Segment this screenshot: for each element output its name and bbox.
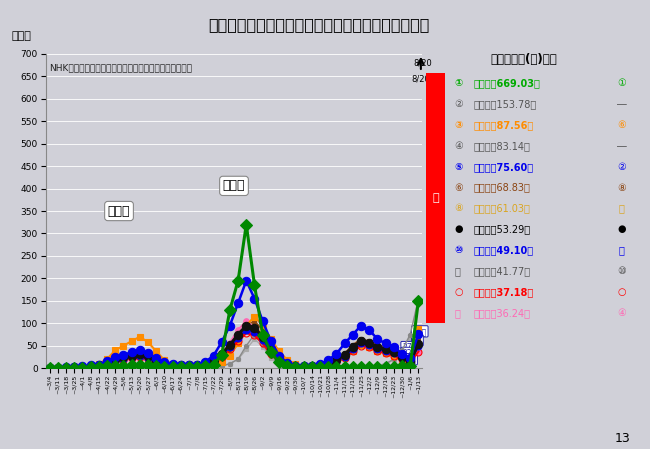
Text: 10位: 10位 xyxy=(413,327,427,336)
Text: 奈良市：37.18人: 奈良市：37.18人 xyxy=(474,287,534,297)
Text: ④: ④ xyxy=(454,141,463,151)
Text: ⑩: ⑩ xyxy=(618,266,626,276)
Text: 京都府：68.83人: 京都府：68.83人 xyxy=(474,183,530,193)
Text: （人）: （人） xyxy=(12,31,31,41)
Text: 8/20: 8/20 xyxy=(413,58,432,67)
Text: 27位: 27位 xyxy=(402,343,416,352)
Text: NHK「新型コロナウイルス特設サイト」から引用・集計: NHK「新型コロナウイルス特設サイト」から引用・集計 xyxy=(49,63,192,72)
Text: ③: ③ xyxy=(454,120,462,130)
Text: 山口県：83.14人: 山口県：83.14人 xyxy=(474,141,530,151)
Bar xyxy=(426,73,445,323)
Text: 29位: 29位 xyxy=(402,355,416,364)
Text: 奈良県：49.10人: 奈良県：49.10人 xyxy=(474,245,534,255)
Text: ⑩: ⑩ xyxy=(454,245,462,255)
Text: 赤: 赤 xyxy=(432,193,439,203)
Text: ②: ② xyxy=(454,99,463,109)
Text: 滋賀県：61.03人: 滋賀県：61.03人 xyxy=(474,203,530,213)
Text: 東京都：75.60人: 東京都：75.60人 xyxy=(474,162,534,172)
Text: 第５波: 第５波 xyxy=(223,180,245,192)
Text: ○: ○ xyxy=(618,287,626,297)
Text: ④: ④ xyxy=(618,308,626,318)
Text: １月１３日(木)時点: １月１３日(木)時点 xyxy=(490,53,557,66)
Text: ⑥: ⑥ xyxy=(618,120,626,130)
Text: ⑧: ⑧ xyxy=(618,183,626,193)
Text: 6位: 6位 xyxy=(413,336,422,345)
Text: ―: ― xyxy=(617,141,627,151)
Text: ―: ― xyxy=(617,99,627,109)
Text: ⑮: ⑮ xyxy=(619,203,625,213)
Text: ①: ① xyxy=(454,78,462,88)
Text: 全　国：53.29人: 全 国：53.29人 xyxy=(474,224,531,234)
Text: ⑤: ⑤ xyxy=(454,162,462,172)
Text: ○: ○ xyxy=(454,287,463,297)
Text: 広島県：153.78人: 広島県：153.78人 xyxy=(474,99,537,109)
Text: ●: ● xyxy=(618,224,626,234)
Text: ①: ① xyxy=(618,78,626,88)
Text: 13: 13 xyxy=(615,431,630,445)
Text: ⑧: ⑧ xyxy=(454,203,463,213)
Text: 22位: 22位 xyxy=(402,348,416,357)
Text: 千葉県：36.24人: 千葉県：36.24人 xyxy=(474,308,530,318)
Text: 沖縄県：669.03人: 沖縄県：669.03人 xyxy=(474,78,541,88)
Text: ⑥: ⑥ xyxy=(454,183,463,193)
Text: 8/20: 8/20 xyxy=(411,74,430,83)
Text: 直近１週間の人口１０万人当たりの陽性者数の推移: 直近１週間の人口１０万人当たりの陽性者数の推移 xyxy=(208,17,429,32)
Text: ⑯: ⑯ xyxy=(454,266,460,276)
Text: ㉑: ㉑ xyxy=(619,245,625,255)
Text: 兵庫県：41.77人: 兵庫県：41.77人 xyxy=(474,266,531,276)
Text: ㉑: ㉑ xyxy=(454,308,460,318)
Text: 大阪府：87.56人: 大阪府：87.56人 xyxy=(474,120,534,130)
Text: 第４波: 第４波 xyxy=(108,205,130,217)
Text: ②: ② xyxy=(618,162,626,172)
Text: ●: ● xyxy=(454,224,463,234)
